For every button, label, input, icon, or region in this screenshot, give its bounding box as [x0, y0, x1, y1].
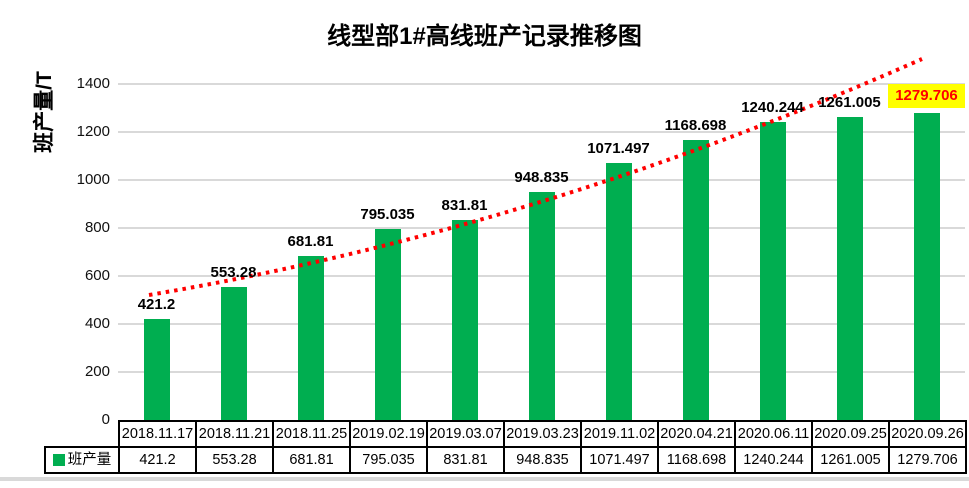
date-cell: 2020.09.26 — [888, 420, 967, 448]
bar — [528, 192, 555, 420]
y-tick-label: 600 — [84, 267, 110, 284]
bar — [759, 122, 786, 420]
y-tick-label: 800 — [84, 219, 110, 236]
y-tick-label: 0 — [101, 411, 110, 428]
date-cell: 2020.09.25 — [811, 420, 890, 448]
date-cell: 2019.03.07 — [426, 420, 505, 448]
value-cell: 421.2 — [118, 446, 197, 474]
bar — [143, 318, 170, 420]
y-tick-label: 400 — [84, 315, 110, 332]
value-cell: 553.28 — [195, 446, 274, 474]
bar — [220, 287, 247, 420]
bar — [682, 139, 709, 420]
legend-swatch-icon — [52, 454, 65, 466]
bar — [297, 256, 324, 420]
bar — [605, 162, 632, 420]
y-tick-label: 1200 — [76, 123, 110, 140]
highlighted-value: 1279.706 — [888, 83, 965, 108]
value-row: 班产量 421.2 553.28 681.81 795.035 831.81 948.835… — [44, 446, 967, 474]
value-cell: 681.81 — [272, 446, 351, 474]
value-cell: 1279.706 — [888, 446, 967, 474]
bar-value-label: 1071.497 — [587, 139, 650, 157]
legend-label: 班产量 — [67, 452, 112, 468]
date-cell: 2020.06.11 — [734, 420, 813, 448]
date-header-row: 2018.11.17 2018.11.21 2018.11.25 2019.02.19… — [118, 420, 967, 448]
bar-value-label: 421.2 — [137, 295, 176, 313]
bar-value-label: 831.81 — [441, 197, 488, 215]
value-cell: 1240.244 — [734, 446, 813, 474]
bar — [374, 229, 401, 420]
date-cell: 2019.11.02 — [580, 420, 659, 448]
date-cell: 2019.02.19 — [349, 420, 428, 448]
plot-area: 421.2 553.28 681.81 795.035 831.81 948.835 107… — [118, 60, 965, 420]
date-cell: 2019.03.23 — [503, 420, 582, 448]
value-cell: 1261.005 — [811, 446, 890, 474]
value-cell: 948.835 — [503, 446, 582, 474]
y-tick-label: 200 — [84, 363, 110, 380]
value-cell: 1071.497 — [580, 446, 659, 474]
date-cell: 2020.04.21 — [657, 420, 736, 448]
gridline — [118, 83, 965, 85]
bar-value-label: 1279.706 — [868, 83, 969, 108]
value-cell: 1168.698 — [657, 446, 736, 474]
bar-value-label: 681.81 — [287, 233, 334, 251]
date-cell: 2018.11.21 — [195, 420, 274, 448]
bar — [913, 112, 940, 420]
window-bottom-edge — [0, 477, 969, 481]
date-cell: 2018.11.17 — [118, 420, 197, 448]
date-cell: 2018.11.25 — [272, 420, 351, 448]
bar-value-label: 553.28 — [210, 264, 257, 282]
value-cell: 831.81 — [426, 446, 505, 474]
y-tick-label: 1400 — [76, 75, 110, 92]
bar-value-label: 1168.698 — [664, 116, 727, 134]
value-cell: 795.035 — [349, 446, 428, 474]
legend-cell: 班产量 — [44, 446, 120, 474]
bar — [836, 117, 863, 420]
y-tick-label: 1000 — [76, 171, 110, 188]
chart-title: 线型部1#高线班产记录推移图 — [327, 23, 642, 50]
bar — [451, 220, 478, 420]
bar-value-label: 948.835 — [514, 169, 569, 187]
